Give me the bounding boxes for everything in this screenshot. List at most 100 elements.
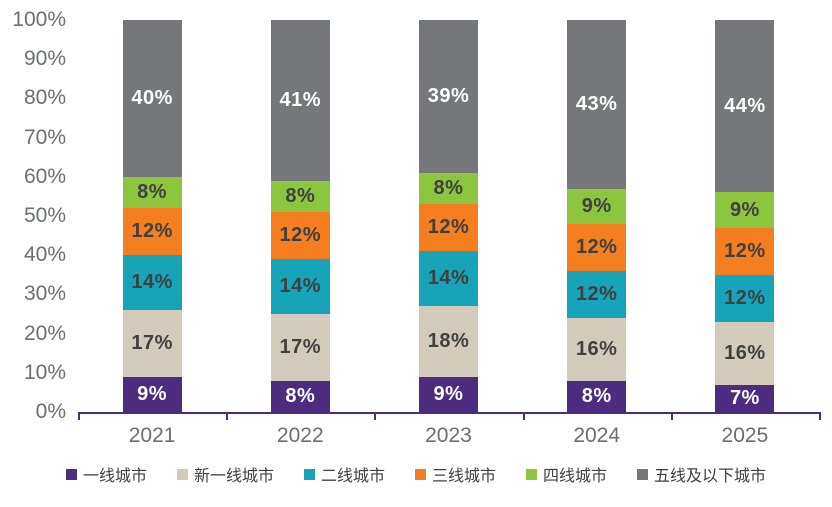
bar-segment: 8% (122, 176, 182, 209)
bar-segment: 41% (270, 20, 330, 181)
y-axis-tick-label: 0% (35, 400, 66, 423)
y-axis-tick-label: 10% (23, 360, 66, 384)
legend-item: 四线城市 (526, 462, 607, 486)
y-axis-tick-label: 60% (23, 164, 66, 188)
bar-segment: 12% (122, 208, 182, 256)
bar-segment: 9% (419, 376, 478, 412)
legend-swatch-icon (303, 468, 315, 480)
segment-data-label: 12% (279, 224, 322, 247)
bar-segment: 14% (122, 255, 182, 311)
segment-data-label: 9% (137, 382, 168, 405)
bar-segment: 18% (419, 306, 478, 377)
stacked-bar-2022: 41% 8% 12% 14% 17% 8% (270, 20, 330, 412)
legend-swatch-icon (65, 468, 77, 480)
segment-data-label: 8% (433, 177, 464, 200)
segment-data-label: 16% (724, 341, 766, 364)
segment-data-label: 16% (575, 337, 618, 360)
bar-segment: 12% (567, 223, 627, 271)
bar-segment: 40% (122, 20, 182, 177)
legend-label: 二线城市 (320, 468, 385, 485)
segment-data-label: 14% (131, 271, 173, 294)
legend-label: 新一线城市 (193, 468, 274, 485)
segment-data-label: 14% (427, 267, 470, 290)
bar-segment: 12% (419, 204, 478, 252)
stacked-bar-2021: 40% 8% 12% 14% 17% 9% (122, 20, 182, 412)
y-axis-tick-label: 70% (23, 125, 66, 149)
legend-item: 五线及以下城市 (637, 462, 766, 486)
segment-data-label: 14% (279, 275, 322, 298)
stacked-bar-2025: 44% 9% 12% 12% 16% 7% (715, 20, 775, 412)
segment-data-label: 18% (427, 329, 470, 352)
segment-data-label: 7% (729, 386, 760, 409)
chart-legend: 一线城市 新一线城市 二线城市 三线城市 四线城市 五线及以下城市 (0, 462, 832, 486)
x-axis-category-label: 2025 (721, 424, 769, 447)
bar-segment: 12% (567, 270, 627, 318)
bar-segment: 14% (270, 259, 330, 314)
bar-segment: 17% (122, 310, 182, 377)
legend-label: 一线城市 (82, 468, 147, 485)
segment-data-label: 43% (575, 92, 618, 115)
x-axis-tick (522, 412, 525, 420)
legend-swatch-icon (176, 468, 188, 480)
legend-swatch-icon (415, 468, 426, 480)
segment-data-label: 9% (581, 194, 612, 217)
segment-data-label: 12% (575, 282, 618, 305)
bar-segment: 9% (715, 192, 775, 228)
legend-swatch-icon (526, 468, 538, 480)
segment-data-label: 44% (724, 94, 766, 117)
bar-segment: 17% (270, 313, 330, 381)
bar-segment: 9% (122, 376, 182, 412)
legend-swatch-icon (637, 468, 649, 480)
x-axis-tick (78, 412, 80, 420)
segment-data-label: 17% (131, 331, 173, 354)
x-axis-category-label: 2022 (276, 424, 324, 447)
bar-segment: 8% (567, 380, 627, 412)
x-axis-category-label: 2023 (425, 424, 472, 447)
bar-segment: 9% (567, 188, 627, 224)
segment-data-label: 8% (137, 180, 168, 203)
segment-data-label: 9% (729, 198, 760, 221)
x-axis-line (78, 412, 821, 414)
y-axis-tick-label: 40% (23, 243, 66, 267)
segment-data-label: 12% (724, 286, 766, 309)
segment-data-label: 8% (581, 384, 612, 407)
bar-segment: 14% (419, 251, 478, 307)
bar-segment: 43% (567, 20, 627, 189)
y-axis-tick-label: 20% (23, 321, 66, 345)
legend-label: 三线城市 (432, 468, 497, 485)
segment-data-label: 40% (131, 86, 173, 109)
x-axis-tick (670, 412, 673, 420)
segment-data-label: 9% (433, 382, 464, 405)
bar-segment: 8% (270, 380, 330, 412)
y-axis-tick-label: 90% (23, 47, 66, 71)
segment-data-label: 8% (285, 384, 316, 407)
legend-label: 五线及以下城市 (654, 468, 767, 485)
x-axis-tick (374, 412, 377, 420)
bar-segment: 12% (715, 227, 775, 275)
stacked-bar-2024: 43% 9% 12% 12% 16% 8% (567, 20, 627, 412)
segment-data-label: 12% (427, 216, 470, 239)
x-axis-tick (819, 412, 821, 420)
x-axis-category-label: 2024 (573, 424, 621, 447)
stacked-bar-2023: 39% 8% 12% 14% 18% 9% (419, 20, 478, 412)
x-axis-category-label: 2021 (128, 424, 176, 447)
bar-segment: 8% (419, 172, 478, 205)
bar-segment: 44% (715, 20, 775, 193)
segment-data-label: 39% (427, 84, 470, 107)
bar-segment: 12% (715, 274, 775, 322)
y-axis-tick-label: 50% (23, 204, 66, 227)
segment-data-label: 12% (575, 235, 618, 258)
legend-item: 一线城市 (65, 462, 147, 486)
bar-segment: 39% (419, 20, 478, 173)
x-axis-tick (226, 412, 229, 420)
bar-segment: 8% (270, 180, 330, 213)
y-axis-tick-label: 80% (23, 86, 66, 110)
y-axis-tick-label: 30% (23, 282, 66, 306)
legend-label: 四线城市 (543, 468, 608, 485)
segment-data-label: 12% (724, 239, 766, 262)
bar-segment: 16% (715, 321, 775, 385)
y-axis-tick-label: 100% (12, 8, 66, 31)
bar-segment: 7% (715, 384, 775, 412)
legend-item: 新一线城市 (176, 462, 274, 486)
